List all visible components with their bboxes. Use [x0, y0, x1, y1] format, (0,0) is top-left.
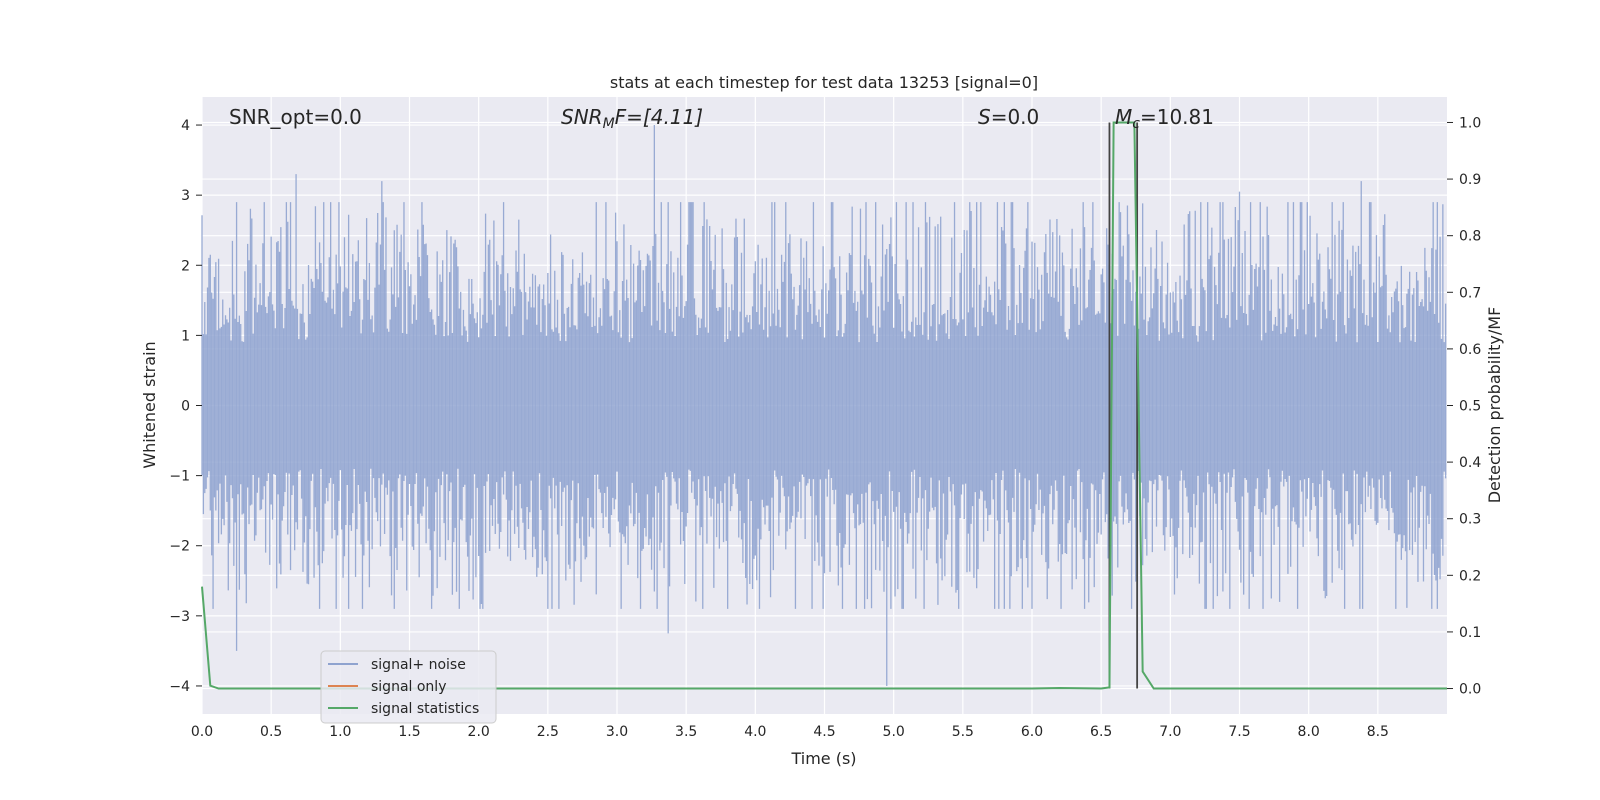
y-tick-label: 4: [181, 118, 190, 134]
y-tick-label: 0: [181, 399, 190, 415]
x-tick-label: 5.0: [883, 724, 905, 740]
y2-tick-label: 0.9: [1459, 172, 1481, 188]
y2-tick-label: 0.6: [1459, 342, 1481, 358]
y-tick-label: −3: [169, 609, 190, 625]
x-tick-label: 5.5: [952, 724, 974, 740]
annotation-mc-tail: =10.81: [1140, 105, 1214, 129]
series-signal-noise: [201, 125, 1447, 686]
legend-label-signal-statistics: signal statistics: [371, 701, 479, 717]
y-tick-label: 2: [181, 258, 190, 274]
x-tick-label: 0.0: [191, 724, 213, 740]
chart-title: stats at each timestep for test data 132…: [610, 73, 1038, 92]
y2-tick-label: 0.8: [1459, 229, 1481, 245]
x-tick-label: 6.5: [1090, 724, 1112, 740]
annotation-snr-mf: SNRMF=[4.11]: [561, 105, 703, 132]
annotation-s-tail: =0.0: [991, 105, 1040, 129]
y2-tick-label: 0.4: [1459, 455, 1481, 471]
annotation-mc-sub: c: [1132, 116, 1140, 132]
y2-tick-labels: 1.0 0.9 0.8 0.7 0.6 0.5 0.4 0.3 0.2 0.1 0.0: [1447, 115, 1481, 698]
noise-trace: [201, 125, 1447, 686]
x-tick-label: 6.0: [1021, 724, 1043, 740]
legend-label-signal-noise: signal+ noise: [371, 657, 466, 673]
x-tick-label: 1.0: [329, 724, 351, 740]
x-tick-label: 0.5: [260, 724, 282, 740]
annotation-mc: Mc=10.81: [1115, 105, 1214, 132]
x-tick-labels: 0.0 0.5 1.0 1.5 2.0 2.5 3.0 3.5 4.0 4.5 5.0 5.5 6.0 6…: [191, 724, 1389, 740]
y2-tick-label: 0.2: [1459, 568, 1481, 584]
annotation-snr-mf-tail: F=[4.11]: [615, 105, 703, 129]
x-tick-label: 3.5: [675, 724, 697, 740]
y2-tick-label: 0.0: [1459, 682, 1481, 698]
x-tick-label: 7.5: [1228, 724, 1250, 740]
annotation-snr-opt: SNR_opt=0.0: [229, 105, 362, 129]
x-tick-label: 1.5: [398, 724, 420, 740]
x-tick-label: 2.5: [537, 724, 559, 740]
x-tick-label: 8.5: [1367, 724, 1389, 740]
x-tick-label: 3.0: [606, 724, 628, 740]
y-tick-label: −2: [169, 539, 190, 555]
y-tick-label: 1: [181, 328, 190, 344]
annotation-snr-mf-sub: M: [603, 116, 615, 132]
y-axis-label: Whitened strain: [140, 341, 159, 468]
x-tick-label: 7.0: [1159, 724, 1181, 740]
y-tick-labels: 4 3 2 1 0 −1 −2 −3 −4: [169, 118, 202, 695]
legend-box: [320, 650, 497, 724]
annotation-s-main: S: [978, 105, 991, 129]
y-tick-label: −4: [169, 679, 190, 695]
y2-tick-label: 0.5: [1459, 399, 1481, 415]
y-tick-label: −1: [169, 469, 190, 485]
y2-tick-label: 0.3: [1459, 512, 1481, 528]
y2-tick-label: 0.7: [1459, 285, 1481, 301]
x-axis-label: Time (s): [790, 749, 856, 768]
x-tick-label: 4.5: [813, 724, 835, 740]
legend-label-signal-only: signal only: [371, 679, 446, 695]
legend: signal+ noise signal only signal statist…: [320, 650, 497, 724]
x-tick-label: 4.0: [744, 724, 766, 740]
y2-tick-label: 0.1: [1459, 625, 1481, 641]
x-tick-label: 2.0: [468, 724, 490, 740]
annotation-snr-mf-main: SNR: [561, 105, 603, 129]
x-tick-label: 8.0: [1298, 724, 1320, 740]
y2-axis-label: Detection probability/MF: [1485, 307, 1504, 504]
y-tick-label: 3: [181, 188, 190, 204]
annotation-mc-main: M: [1115, 105, 1132, 129]
annotation-s: S=0.0: [978, 105, 1039, 129]
y2-tick-label: 1.0: [1459, 115, 1481, 131]
